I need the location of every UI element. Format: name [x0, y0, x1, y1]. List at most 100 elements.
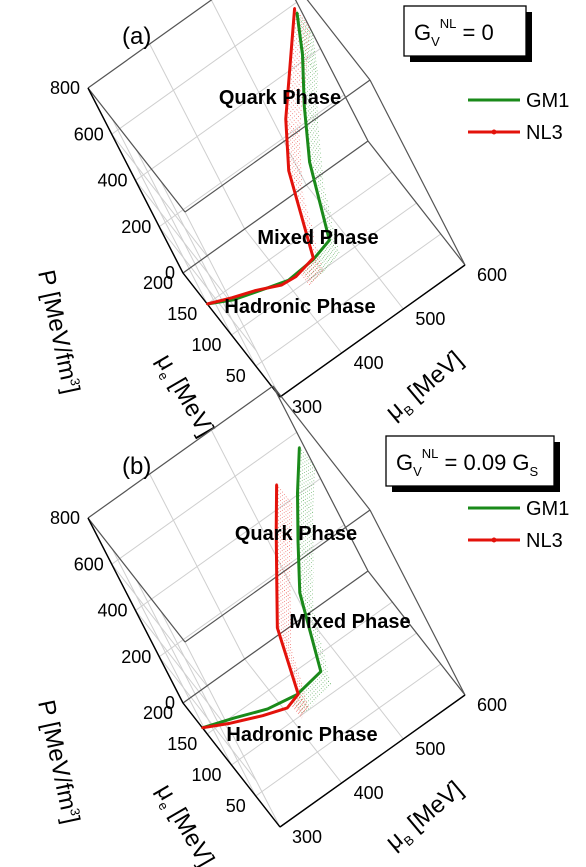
grid-line — [231, 202, 417, 336]
data-point-gm1 — [298, 446, 301, 449]
surface-hatch — [276, 591, 292, 610]
surface-hatch — [297, 537, 314, 558]
surface-hatch — [306, 135, 322, 155]
surface-hatch — [276, 576, 292, 596]
surface-hatch — [320, 250, 331, 264]
legend-label: GM1 — [526, 90, 569, 112]
grid-line — [111, 118, 208, 305]
grid-line — [135, 478, 321, 611]
surface-hatch — [311, 260, 322, 275]
surface-hatch — [311, 680, 323, 695]
z-tick-label: 800 — [50, 508, 80, 528]
panel-label: (b) — [122, 453, 151, 480]
surface-hatch — [297, 534, 314, 554]
surface-hatch — [276, 513, 292, 534]
z-tick-label: 600 — [74, 124, 104, 144]
surface-hatch — [299, 35, 316, 56]
surface-hatch — [287, 146, 302, 165]
data-point-nl3 — [293, 7, 296, 10]
surface-hatch — [299, 580, 315, 600]
surface-hatch — [277, 620, 292, 639]
surface-hatch — [318, 673, 330, 687]
mu-b-axis — [279, 264, 466, 398]
surface-hatch — [276, 558, 292, 578]
surface-hatch — [306, 127, 321, 146]
surface-hatch — [297, 500, 314, 521]
surface-hatch — [286, 110, 302, 130]
grid-line — [255, 233, 442, 367]
surface-hatch — [298, 549, 314, 569]
surface-hatch — [316, 674, 328, 689]
series-line-gm1 — [207, 12, 331, 306]
surface-hatch — [287, 150, 302, 169]
surface-hatch — [297, 485, 314, 507]
data-point-gm1 — [301, 53, 304, 56]
surface-hatch — [276, 506, 293, 527]
x-tick-label: 300 — [292, 397, 322, 417]
surface-hatch — [291, 702, 303, 718]
y-tick-label: 200 — [143, 703, 173, 723]
surface-hatch — [276, 554, 292, 574]
surface-hatch — [287, 93, 303, 113]
surface-hatch — [316, 254, 328, 269]
surface-hatch — [290, 50, 307, 71]
surface-hatch — [297, 526, 314, 547]
data-point-gm1 — [319, 670, 323, 673]
phase-label: Quark Phase — [235, 523, 357, 545]
z-axis-label: P [MeV/fm3] — [32, 698, 85, 826]
surface-hatch — [299, 447, 316, 468]
data-point-gm1 — [303, 104, 306, 107]
surface-hatch — [297, 530, 314, 551]
surface-hatch — [309, 681, 322, 697]
surface-hatch — [298, 694, 310, 709]
surface-hatch — [298, 565, 314, 585]
surface-hatch — [276, 498, 293, 520]
surface-hatch — [291, 37, 308, 58]
data-point-nl3 — [294, 275, 298, 278]
x-tick-label: 300 — [292, 827, 322, 847]
grid-line — [206, 601, 393, 735]
surface-hatch — [302, 62, 319, 83]
surface-hatch — [293, 20, 310, 42]
surface-hatch — [285, 114, 301, 134]
surface-hatch — [305, 118, 320, 138]
x-tick-label: 500 — [415, 309, 445, 329]
surface-hatch — [294, 12, 311, 33]
series-line-nl3 — [206, 8, 315, 306]
surface-hatch — [293, 699, 306, 714]
x-tick-label: 600 — [477, 265, 507, 285]
data-point-gm1 — [298, 591, 301, 594]
surface-hatch — [276, 543, 292, 563]
surface-hatch — [298, 557, 314, 577]
data-point-nl3 — [275, 483, 278, 486]
data-point-gm1 — [233, 716, 236, 720]
surface-hatch — [301, 598, 316, 618]
y-tick-label: 150 — [167, 734, 197, 754]
surface-hatch — [305, 266, 316, 280]
surface-hatch — [297, 504, 314, 525]
z-tick-label: 200 — [121, 647, 151, 667]
grid-line — [135, 48, 321, 181]
data-point-nl3 — [275, 579, 278, 582]
surface-hatch — [297, 515, 314, 536]
surface-hatch — [317, 253, 329, 267]
surface-hatch — [300, 41, 317, 62]
surface-hatch — [298, 471, 315, 493]
y-tick-label: 50 — [226, 366, 246, 386]
surface-hatch — [299, 272, 311, 287]
axis-box-edge — [184, 79, 371, 213]
surface-hatch — [303, 93, 319, 113]
surface-hatch — [276, 495, 293, 516]
surface-hatch — [276, 550, 292, 570]
mu-e-axis — [182, 272, 281, 398]
surface-hatch — [298, 450, 316, 472]
grid-line — [111, 1, 298, 135]
data-point-nl3 — [286, 706, 289, 710]
surface-hatch — [289, 67, 306, 88]
surface-hatch — [286, 101, 303, 121]
surface-hatch — [290, 59, 306, 79]
surface-hatch — [275, 531, 292, 552]
data-point-gm1 — [266, 707, 269, 711]
